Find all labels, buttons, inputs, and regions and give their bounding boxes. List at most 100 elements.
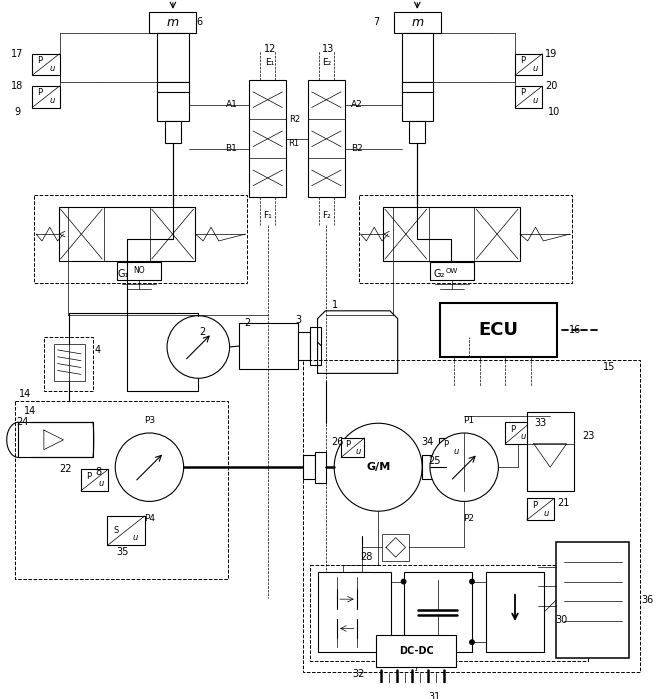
Text: 4: 4 xyxy=(94,345,100,355)
Bar xyxy=(430,262,474,280)
Text: u: u xyxy=(532,64,537,73)
Bar xyxy=(239,322,298,370)
Text: A2: A2 xyxy=(351,100,363,109)
Bar xyxy=(308,80,345,197)
Bar xyxy=(150,12,196,34)
Text: 2: 2 xyxy=(244,317,251,328)
Text: P: P xyxy=(520,56,525,65)
Bar xyxy=(527,412,573,491)
Text: 15: 15 xyxy=(603,361,615,372)
Text: G/M: G/M xyxy=(366,462,390,473)
Text: 13: 13 xyxy=(322,44,335,54)
Text: NO: NO xyxy=(133,266,145,275)
Circle shape xyxy=(334,423,422,511)
Bar xyxy=(298,332,310,360)
Text: u: u xyxy=(532,96,537,105)
Text: P: P xyxy=(86,472,91,480)
Circle shape xyxy=(167,316,230,378)
Text: u: u xyxy=(98,480,104,489)
Text: 12: 12 xyxy=(264,44,276,54)
Bar xyxy=(117,262,161,280)
Text: P: P xyxy=(37,56,43,65)
Bar xyxy=(394,12,441,34)
Bar xyxy=(403,572,472,652)
Bar xyxy=(108,516,144,545)
Bar xyxy=(422,456,434,479)
Text: u: u xyxy=(356,447,361,456)
Bar xyxy=(439,438,462,457)
Text: 31: 31 xyxy=(429,692,441,699)
Circle shape xyxy=(469,640,475,645)
Bar xyxy=(505,422,531,444)
Bar xyxy=(359,196,571,284)
Text: u: u xyxy=(49,96,54,105)
Bar xyxy=(14,401,228,579)
Text: 20: 20 xyxy=(545,81,558,91)
Bar xyxy=(58,207,195,261)
Text: m: m xyxy=(167,16,179,29)
Text: P2: P2 xyxy=(464,514,474,523)
Bar xyxy=(440,303,557,356)
Bar xyxy=(157,82,188,92)
Circle shape xyxy=(401,579,407,584)
Text: 33: 33 xyxy=(534,418,546,428)
Text: F₂: F₂ xyxy=(322,210,331,219)
Text: DC-DC: DC-DC xyxy=(399,646,434,656)
Bar xyxy=(249,80,286,197)
Bar xyxy=(32,86,60,108)
Text: 6: 6 xyxy=(196,17,202,27)
Text: 14: 14 xyxy=(18,389,31,399)
Bar xyxy=(434,452,445,483)
Text: 28: 28 xyxy=(360,552,373,562)
Bar xyxy=(310,327,321,365)
Text: F₁: F₁ xyxy=(263,210,272,219)
Text: 34: 34 xyxy=(421,437,433,447)
Bar xyxy=(403,82,431,92)
Text: P4: P4 xyxy=(144,514,155,523)
Bar xyxy=(157,34,188,121)
Text: u: u xyxy=(132,533,137,542)
Bar xyxy=(44,337,92,391)
Circle shape xyxy=(401,640,407,645)
Bar xyxy=(303,360,640,672)
Text: 2: 2 xyxy=(199,327,205,338)
Text: ECU: ECU xyxy=(478,321,518,339)
Text: P: P xyxy=(443,440,448,449)
Bar xyxy=(341,438,365,457)
Text: 22: 22 xyxy=(59,464,72,474)
Text: S: S xyxy=(113,526,119,535)
Text: P: P xyxy=(510,424,515,433)
Text: 32: 32 xyxy=(352,670,365,679)
Text: 7: 7 xyxy=(373,17,379,27)
Bar xyxy=(165,121,180,143)
Text: G₁: G₁ xyxy=(118,268,129,279)
Text: u: u xyxy=(544,509,549,517)
Text: 18: 18 xyxy=(11,81,24,91)
Bar xyxy=(32,54,60,75)
Bar xyxy=(382,533,409,561)
Bar xyxy=(515,54,543,75)
Bar xyxy=(303,456,315,479)
Text: 1: 1 xyxy=(332,300,338,310)
Text: 16: 16 xyxy=(569,325,581,335)
Text: R2: R2 xyxy=(289,115,300,124)
Text: u: u xyxy=(49,64,54,73)
Text: P: P xyxy=(532,501,537,510)
Text: 25: 25 xyxy=(428,456,441,466)
Circle shape xyxy=(469,579,475,584)
Text: E₂: E₂ xyxy=(321,58,331,67)
Text: P: P xyxy=(345,440,350,449)
Text: 26: 26 xyxy=(331,437,343,447)
Text: P: P xyxy=(37,88,43,97)
Text: 17: 17 xyxy=(11,49,24,59)
Bar xyxy=(318,572,391,652)
Bar xyxy=(383,207,520,261)
Bar xyxy=(310,565,588,661)
Text: P: P xyxy=(520,88,525,97)
Text: E₁: E₁ xyxy=(265,58,274,67)
Text: u: u xyxy=(521,433,526,441)
Bar xyxy=(18,422,92,457)
Bar xyxy=(527,498,554,520)
Bar xyxy=(315,452,326,483)
Text: 3: 3 xyxy=(295,315,301,324)
